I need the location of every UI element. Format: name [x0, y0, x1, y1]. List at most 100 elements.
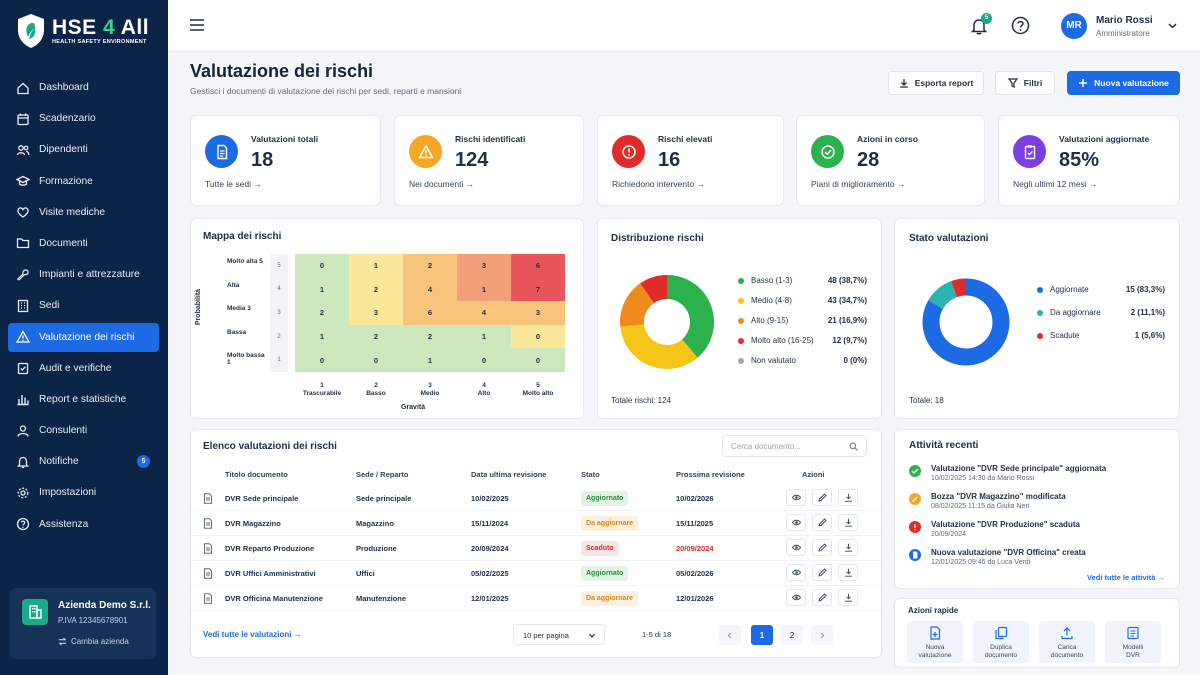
sidebar-item-audit-e-verifiche[interactable]: Audit e verifiche — [8, 354, 159, 383]
table-row[interactable]: DVR Sede principale Sede principale 10/0… — [191, 486, 881, 511]
risk-map-cell[interactable]: 0 — [349, 348, 403, 372]
chevron-down-icon[interactable] — [1168, 21, 1177, 30]
edit-button[interactable] — [812, 564, 832, 581]
sidebar-item-assistenza[interactable]: Assistenza — [8, 510, 159, 539]
kpi-link[interactable]: Tutte le sedi → — [205, 179, 262, 189]
sidebar-item-impianti-e-attrezzature[interactable]: Impianti e attrezzature — [8, 260, 159, 289]
view-all-activities-link[interactable]: Vedi tutte le attività → — [1087, 573, 1165, 582]
menu-icon[interactable] — [189, 18, 205, 32]
document-title[interactable]: DVR Officina Manutenzione — [225, 594, 323, 603]
donut-slice-2[interactable] — [620, 323, 698, 369]
page-2-button[interactable]: 2 — [781, 625, 803, 645]
filters-button[interactable]: Filtri — [995, 71, 1055, 95]
risk-map-cell[interactable]: 2 — [349, 277, 403, 302]
app-logo[interactable]: HSE 4 All HEALTH SAFETY ENVIRONMENT — [16, 13, 149, 49]
donut-slice-3[interactable] — [620, 283, 655, 327]
sidebar-item-documenti[interactable]: Documenti — [8, 229, 159, 258]
risk-map-cell[interactable]: 2 — [295, 301, 349, 325]
view-button[interactable] — [786, 539, 806, 556]
kpi-link[interactable]: Richiedono intervento → — [612, 179, 706, 189]
document-title[interactable]: DVR Reparto Produzione — [225, 544, 315, 553]
kpi-card-3[interactable]: Rischi elevati 16 Richiedono intervento … — [597, 115, 784, 206]
risk-map-cell[interactable]: 0 — [511, 324, 565, 349]
quick-action-1[interactable]: Nuova valutazione — [907, 621, 963, 663]
risk-map-cell[interactable]: 1 — [295, 324, 349, 349]
table-row[interactable]: DVR Magazzino Magazzino 15/11/2024 Da ag… — [191, 511, 881, 536]
new-assessment-button[interactable]: Nuova valutazione — [1067, 71, 1180, 95]
risk-map-cell[interactable]: 3 — [349, 301, 403, 325]
risk-map-cell[interactable]: 1 — [403, 348, 457, 372]
sidebar-item-valutazione-dei-rischi[interactable]: Valutazione dei rischi — [8, 322, 159, 352]
sidebar-item-formazione[interactable]: Formazione — [8, 167, 159, 196]
kpi-card-1[interactable]: Valutazioni totali 18 Tutte le sedi → — [190, 115, 381, 206]
kpi-link[interactable]: Piani di miglioramento → — [811, 179, 906, 189]
risk-map-cell[interactable]: 3 — [511, 301, 565, 325]
document-title[interactable]: DVR Sede principale — [225, 494, 299, 503]
quick-action-2[interactable]: Duplica documento — [973, 621, 1029, 663]
sidebar-item-dashboard[interactable]: Dashboard — [8, 73, 159, 102]
edit-button[interactable] — [812, 514, 832, 531]
table-row[interactable]: DVR Uffici Amministrativi Uffici 05/02/2… — [191, 561, 881, 586]
risk-map-cell[interactable]: 6 — [403, 301, 457, 325]
risk-map-cell[interactable]: 4 — [403, 277, 457, 302]
export-report-button[interactable]: Esporta report — [888, 71, 984, 95]
view-button[interactable] — [786, 514, 806, 531]
table-row[interactable]: DVR Officina Manutenzione Manutenzione 1… — [191, 586, 881, 611]
risk-map-cell[interactable]: 0 — [295, 254, 349, 278]
risk-map-cell[interactable]: 2 — [403, 254, 457, 278]
donut-slice-1[interactable] — [922, 278, 1010, 366]
download-button[interactable] — [838, 589, 858, 606]
risk-map-cell[interactable]: 1 — [349, 254, 403, 278]
per-page-select[interactable]: 10 per pagina — [513, 624, 605, 645]
document-search-input[interactable]: Cerca documento... — [722, 435, 867, 457]
risk-map-cell[interactable]: 7 — [511, 277, 565, 302]
user-avatar[interactable]: MR — [1061, 13, 1087, 39]
quick-action-4[interactable]: Modelli DVR — [1105, 621, 1161, 663]
edit-button[interactable] — [812, 489, 832, 506]
donut-slice-4[interactable] — [640, 275, 668, 304]
kpi-card-2[interactable]: Rischi identificati 124 Nei documenti → — [394, 115, 584, 206]
user-name[interactable]: Mario Rossi — [1096, 15, 1153, 26]
table-row[interactable]: DVR Reparto Produzione Produzione 20/09/… — [191, 536, 881, 561]
risk-map-cell[interactable]: 0 — [511, 348, 565, 372]
kpi-card-5[interactable]: Valutazioni aggiornate 85% Negli ultimi … — [998, 115, 1180, 206]
switch-company-link[interactable]: Cambia azienda — [58, 637, 129, 646]
sidebar-item-sedi[interactable]: Sedi — [8, 291, 159, 320]
risk-map-cell[interactable]: 2 — [403, 324, 457, 349]
donut-slice-3[interactable] — [951, 278, 967, 298]
sidebar-item-visite-mediche[interactable]: Visite mediche — [8, 198, 159, 227]
help-icon[interactable] — [1011, 16, 1030, 35]
sidebar-item-scadenzario[interactable]: Scadenzario — [8, 104, 159, 133]
risk-map-cell[interactable]: 6 — [511, 254, 565, 278]
risk-map-cell[interactable]: 4 — [457, 301, 511, 325]
donut-slice-1[interactable] — [666, 275, 714, 358]
risk-map-cell[interactable]: 3 — [457, 254, 511, 278]
document-title[interactable]: DVR Magazzino — [225, 519, 281, 528]
risk-map-cell[interactable]: 2 — [349, 324, 403, 349]
notifications-bell-icon[interactable] — [970, 17, 988, 35]
sidebar-item-notifiche[interactable]: Notifiche 5 — [8, 447, 159, 476]
download-button[interactable] — [838, 564, 858, 581]
document-title[interactable]: DVR Uffici Amministrativi — [225, 569, 316, 578]
page-1-button[interactable]: 1 — [751, 625, 773, 645]
risk-map-cell[interactable]: 1 — [457, 324, 511, 349]
sidebar-item-impostazioni[interactable]: Impostazioni — [8, 478, 159, 507]
download-button[interactable] — [838, 514, 858, 531]
view-button[interactable] — [786, 489, 806, 506]
kpi-link[interactable]: Nei documenti → — [409, 179, 475, 189]
view-button[interactable] — [786, 564, 806, 581]
edit-button[interactable] — [812, 539, 832, 556]
risk-map-cell[interactable]: 0 — [457, 348, 511, 372]
next-page-button[interactable] — [811, 625, 833, 645]
risk-map-cell[interactable]: 1 — [295, 277, 349, 302]
risk-map-cell[interactable]: 0 — [295, 348, 349, 372]
sidebar-item-dipendenti[interactable]: Dipendenti — [8, 135, 159, 164]
download-button[interactable] — [838, 539, 858, 556]
sidebar-item-report-e-statistiche[interactable]: Report e statistiche — [8, 385, 159, 414]
donut-slice-2[interactable] — [928, 281, 958, 310]
view-button[interactable] — [786, 589, 806, 606]
previous-page-button[interactable] — [719, 625, 741, 645]
kpi-card-4[interactable]: Azioni in corso 28 Piani di migliorament… — [796, 115, 985, 206]
sidebar-item-consulenti[interactable]: Consulenti — [8, 416, 159, 445]
risk-map-cell[interactable]: 1 — [457, 277, 511, 302]
